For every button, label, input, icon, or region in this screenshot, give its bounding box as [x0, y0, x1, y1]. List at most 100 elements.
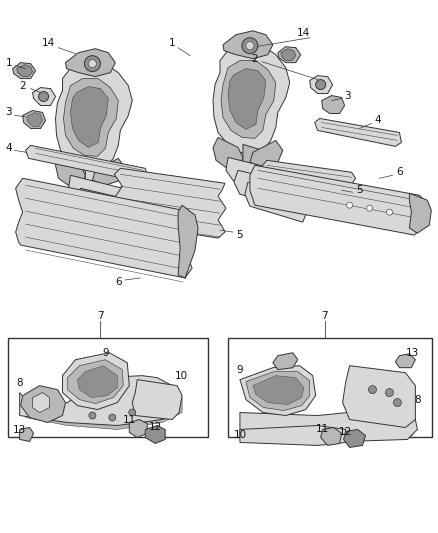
- Polygon shape: [92, 158, 125, 185]
- Circle shape: [386, 209, 392, 215]
- Polygon shape: [145, 425, 165, 443]
- Circle shape: [368, 385, 377, 393]
- Text: 4: 4: [5, 143, 12, 154]
- Text: 6: 6: [115, 277, 122, 287]
- Polygon shape: [67, 360, 124, 403]
- Text: 7: 7: [97, 311, 104, 321]
- Text: 13: 13: [406, 348, 419, 358]
- Circle shape: [393, 399, 401, 407]
- Polygon shape: [56, 61, 132, 172]
- Polygon shape: [32, 87, 56, 106]
- Bar: [228, 338, 432, 438]
- Polygon shape: [56, 155, 85, 188]
- Text: 1: 1: [5, 58, 12, 68]
- Text: 10: 10: [175, 370, 187, 381]
- Polygon shape: [21, 379, 182, 430]
- Text: 14: 14: [297, 28, 311, 38]
- Polygon shape: [85, 163, 110, 192]
- Polygon shape: [281, 49, 296, 61]
- Bar: [8, 338, 208, 438]
- Polygon shape: [66, 49, 115, 77]
- Polygon shape: [213, 138, 243, 171]
- Circle shape: [367, 205, 372, 211]
- Polygon shape: [245, 182, 308, 222]
- Polygon shape: [278, 47, 301, 63]
- Circle shape: [129, 409, 136, 416]
- Text: 11: 11: [123, 415, 136, 424]
- Polygon shape: [246, 372, 310, 410]
- Polygon shape: [17, 64, 32, 77]
- Polygon shape: [253, 376, 304, 405]
- Text: 3: 3: [344, 91, 351, 101]
- Polygon shape: [228, 69, 266, 130]
- Polygon shape: [410, 193, 431, 233]
- Polygon shape: [273, 353, 298, 370]
- Circle shape: [109, 414, 116, 421]
- Text: 13: 13: [13, 425, 26, 435]
- Polygon shape: [240, 366, 316, 416]
- Text: 12: 12: [148, 423, 162, 432]
- Polygon shape: [64, 78, 118, 156]
- Polygon shape: [240, 425, 346, 446]
- Text: 2: 2: [19, 80, 26, 91]
- Text: 5: 5: [356, 185, 363, 195]
- Text: 5: 5: [237, 230, 243, 240]
- Polygon shape: [68, 175, 138, 215]
- Text: 1: 1: [169, 38, 176, 48]
- Polygon shape: [13, 63, 35, 78]
- Polygon shape: [343, 366, 415, 427]
- Circle shape: [242, 38, 258, 54]
- Polygon shape: [243, 414, 413, 439]
- Circle shape: [88, 60, 96, 68]
- Polygon shape: [260, 160, 356, 208]
- Polygon shape: [226, 157, 296, 197]
- Text: 9: 9: [237, 365, 243, 375]
- Circle shape: [246, 42, 254, 50]
- Text: 10: 10: [233, 431, 247, 440]
- Circle shape: [385, 389, 393, 397]
- Polygon shape: [396, 354, 415, 368]
- Polygon shape: [250, 165, 424, 235]
- Polygon shape: [321, 95, 345, 114]
- Polygon shape: [63, 353, 129, 409]
- Polygon shape: [23, 110, 46, 128]
- Polygon shape: [16, 178, 192, 278]
- Polygon shape: [321, 427, 342, 446]
- Text: 11: 11: [316, 424, 329, 434]
- Text: 4: 4: [374, 116, 381, 125]
- Text: 2: 2: [251, 54, 258, 63]
- Polygon shape: [25, 146, 148, 182]
- Text: 6: 6: [396, 167, 403, 177]
- Circle shape: [39, 92, 49, 101]
- Polygon shape: [20, 427, 34, 441]
- Polygon shape: [221, 61, 276, 139]
- Polygon shape: [348, 373, 410, 423]
- Polygon shape: [343, 430, 366, 447]
- Polygon shape: [223, 31, 273, 59]
- Circle shape: [346, 202, 353, 208]
- Polygon shape: [21, 385, 66, 423]
- Circle shape: [316, 79, 326, 90]
- Polygon shape: [32, 393, 49, 413]
- Polygon shape: [234, 171, 306, 210]
- Circle shape: [89, 412, 96, 419]
- Polygon shape: [88, 200, 150, 240]
- Polygon shape: [213, 43, 290, 155]
- Polygon shape: [78, 366, 117, 398]
- Text: 9: 9: [102, 348, 109, 358]
- Polygon shape: [310, 76, 332, 94]
- Polygon shape: [77, 188, 148, 228]
- Polygon shape: [20, 376, 179, 425]
- Polygon shape: [132, 379, 182, 419]
- Circle shape: [85, 55, 100, 71]
- Text: 3: 3: [5, 108, 12, 117]
- Polygon shape: [71, 86, 108, 148]
- Polygon shape: [178, 205, 198, 278]
- Polygon shape: [129, 419, 147, 438]
- Polygon shape: [114, 168, 226, 238]
- Polygon shape: [27, 112, 42, 126]
- Polygon shape: [243, 144, 268, 174]
- Text: 7: 7: [321, 311, 328, 321]
- Polygon shape: [240, 409, 417, 442]
- Polygon shape: [250, 140, 283, 167]
